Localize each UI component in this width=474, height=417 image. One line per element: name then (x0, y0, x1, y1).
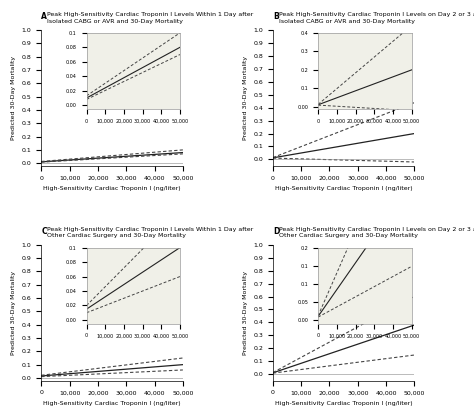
Text: Peak High-Sensitivity Cardiac Troponin I Levels on Day 2 or 3 after
Isolated CAB: Peak High-Sensitivity Cardiac Troponin I… (279, 13, 474, 24)
Text: A: A (41, 13, 47, 21)
Text: C: C (41, 227, 47, 236)
Text: D: D (273, 227, 279, 236)
Y-axis label: Predicted 30-Day Mortality: Predicted 30-Day Mortality (11, 56, 16, 140)
X-axis label: High-Sensitivity Cardiac Troponin I (ng/liter): High-Sensitivity Cardiac Troponin I (ng/… (43, 186, 181, 191)
Y-axis label: Predicted 30-Day Mortality: Predicted 30-Day Mortality (11, 271, 16, 355)
X-axis label: High-Sensitivity Cardiac Troponin I (ng/liter): High-Sensitivity Cardiac Troponin I (ng/… (275, 401, 412, 406)
Text: Peak High-Sensitivity Cardiac Troponin I Levels Within 1 Day after
Other Cardiac: Peak High-Sensitivity Cardiac Troponin I… (47, 227, 253, 239)
X-axis label: High-Sensitivity Cardiac Troponin I (ng/liter): High-Sensitivity Cardiac Troponin I (ng/… (43, 401, 181, 406)
Text: Peak High-Sensitivity Cardiac Troponin I Levels Within 1 Day after
Isolated CABG: Peak High-Sensitivity Cardiac Troponin I… (47, 13, 253, 24)
Y-axis label: Predicted 30-Day Mortality: Predicted 30-Day Mortality (243, 56, 248, 140)
Text: B: B (273, 13, 279, 21)
X-axis label: High-Sensitivity Cardiac Troponin I (ng/liter): High-Sensitivity Cardiac Troponin I (ng/… (275, 186, 412, 191)
Y-axis label: Predicted 30-Day Mortality: Predicted 30-Day Mortality (243, 271, 248, 355)
Text: Peak High-Sensitivity Cardiac Troponin I Levels on Day 2 or 3 after
Other Cardia: Peak High-Sensitivity Cardiac Troponin I… (279, 227, 474, 239)
